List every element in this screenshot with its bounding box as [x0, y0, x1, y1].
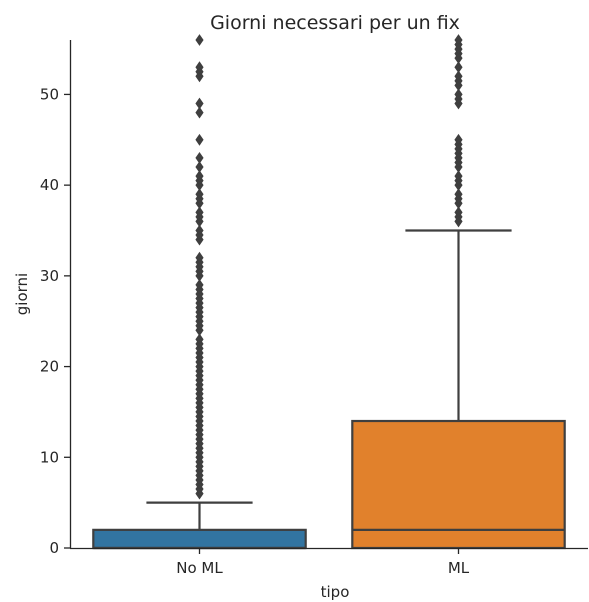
outlier-point-no-ml: [195, 133, 204, 146]
y-tick-label: 50: [40, 85, 59, 103]
outlier-point-ml: [454, 206, 463, 219]
y-tick-label: 0: [49, 539, 59, 557]
outlier-point-ml: [454, 34, 463, 46]
outlier-point-no-ml: [195, 152, 204, 164]
outlier-point-no-ml: [195, 97, 204, 110]
box-no-ml: [92, 528, 307, 550]
outlier-point-no-ml: [195, 333, 204, 346]
outlier-point-ml: [454, 61, 463, 74]
outlier-point-no-ml: [195, 206, 204, 219]
outlier-point-ml: [454, 70, 463, 83]
outlier-point-no-ml: [195, 224, 204, 237]
plot-area: [92, 34, 566, 550]
y-tick-label: 30: [40, 267, 59, 285]
outlier-point-ml: [454, 188, 463, 201]
y-tick-label: 40: [40, 176, 59, 194]
x-tick-label: No ML: [176, 559, 223, 577]
x-axis-label: tipo: [321, 583, 350, 601]
box-group-no-ml: [92, 34, 307, 550]
outlier-point-no-ml: [195, 251, 204, 264]
x-axis-ticks: No ML ML: [176, 548, 470, 577]
outlier-point-no-ml: [195, 106, 204, 119]
y-tick-label: 10: [40, 448, 59, 466]
y-tick-label: 20: [40, 358, 59, 376]
outlier-point-no-ml: [195, 170, 204, 182]
outlier-point-ml: [454, 170, 463, 182]
outlier-point-ml: [454, 133, 463, 146]
box-ml: [351, 419, 566, 550]
chart-title: Giorni necessari per un fix: [210, 12, 460, 34]
box-group-ml: [351, 34, 566, 550]
outlier-point-no-ml: [195, 188, 204, 201]
outlier-point-no-ml: [195, 161, 204, 173]
y-axis-label: giorni: [13, 273, 31, 315]
y-axis-ticks: 0 10 20 30 40 50: [40, 85, 70, 557]
outlier-point-no-ml: [195, 61, 204, 74]
outlier-point-no-ml: [195, 279, 204, 291]
outlier-point-no-ml: [195, 34, 204, 46]
x-tick-label: ML: [448, 559, 470, 577]
outlier-point-ml: [454, 88, 463, 101]
